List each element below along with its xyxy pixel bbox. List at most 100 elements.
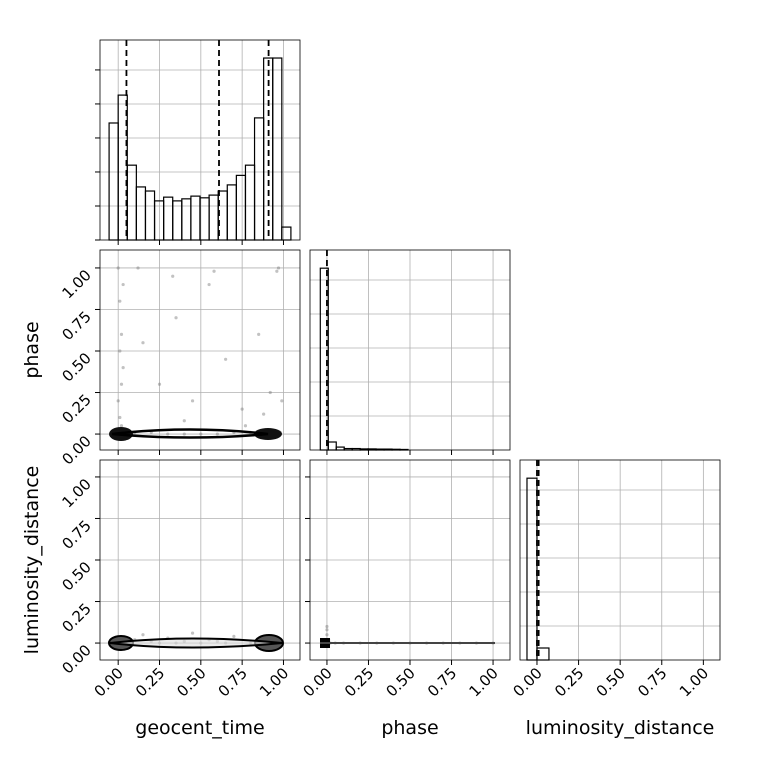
sample-point — [116, 399, 120, 403]
x-tick-label: 0.25 — [341, 664, 377, 700]
panel — [309, 249, 511, 455]
sample-point — [199, 432, 203, 436]
sample-point — [325, 633, 329, 637]
y-tick-label: 1.00 — [58, 475, 94, 511]
y-tick-label: 0.25 — [58, 391, 94, 427]
sample-point — [268, 390, 272, 395]
sample-point — [212, 269, 216, 273]
x-tick-label: 0.75 — [634, 664, 670, 700]
sample-point — [141, 341, 145, 345]
sample-point — [171, 274, 175, 278]
x-tick-label: 0.50 — [173, 664, 209, 700]
sample-point — [182, 432, 186, 436]
sample-point — [118, 299, 122, 303]
y-tick-label: 0.25 — [58, 600, 94, 636]
hist-bar — [327, 441, 337, 451]
y-axis-label: phase — [21, 321, 43, 378]
hist-bar — [163, 196, 174, 241]
panel — [95, 39, 301, 245]
hist-bar — [226, 184, 237, 241]
x-tick-label: 0.50 — [382, 664, 418, 700]
sample-point — [121, 282, 125, 287]
density-blobs — [108, 427, 495, 652]
hist-bar — [190, 195, 201, 241]
x-tick-label: 0.25 — [551, 664, 587, 700]
x-tick-label: 0.00 — [299, 664, 335, 700]
sample-point — [207, 282, 211, 287]
hist-bar — [526, 477, 538, 661]
x-axis-label: geocent_time — [135, 717, 264, 739]
hist-bar — [335, 446, 345, 451]
x-tick-label: 1.00 — [466, 664, 502, 700]
sample-point — [276, 266, 281, 270]
hist-bar — [272, 57, 283, 241]
sample-point — [119, 424, 124, 428]
sample-point — [325, 624, 329, 629]
hist-bar — [244, 164, 256, 241]
hist-bar — [135, 186, 147, 241]
panel-frame — [309, 459, 511, 661]
x-tick-label: 0.00 — [91, 664, 127, 700]
sample-point — [280, 399, 284, 403]
sample-point — [240, 407, 244, 411]
panel: 0.00 0.25 0.50 0.75 1.00 luminosity_distance — [509, 459, 721, 739]
contour — [109, 637, 283, 649]
sample-point — [190, 631, 195, 635]
panel-frame — [99, 39, 301, 241]
sample-point — [121, 366, 125, 370]
sample-point — [141, 633, 145, 637]
hist-bar — [235, 174, 247, 241]
sample-point — [190, 399, 195, 403]
sample-point — [118, 415, 122, 420]
x-tick-label: 1.00 — [256, 664, 292, 700]
sample-point — [119, 332, 124, 336]
sample-point — [232, 634, 236, 639]
sample-point — [325, 628, 329, 632]
hist-bar — [108, 122, 119, 241]
sample-point — [157, 382, 162, 386]
x-tick-label: 0.75 — [424, 664, 460, 700]
sample-point — [182, 419, 186, 423]
sample-point — [243, 424, 248, 428]
sample-point — [119, 382, 124, 386]
sample-point — [275, 269, 279, 273]
hist-bar — [208, 194, 219, 241]
sample-point — [116, 266, 120, 270]
y-tick-label: 0.00 — [58, 641, 94, 677]
hist-bar — [181, 198, 192, 241]
x-axis-label: luminosity_distance — [526, 717, 715, 739]
sample-point — [136, 266, 140, 270]
y-tick-label: 0.50 — [58, 558, 94, 594]
panel-frame — [309, 249, 511, 451]
hist-bar — [253, 117, 265, 241]
y-tick-label: 0.50 — [58, 349, 94, 385]
x-tick-label: 0.00 — [509, 664, 545, 700]
y-tick-label: 0.75 — [58, 308, 94, 344]
contour — [111, 428, 269, 439]
sample-point — [166, 432, 170, 436]
hist-bar — [144, 190, 156, 241]
sample-point — [118, 349, 122, 353]
x-axis-label: phase — [381, 717, 438, 739]
hist-bar — [153, 200, 165, 241]
x-tick-label: 0.75 — [215, 664, 251, 700]
sample-point — [174, 316, 178, 320]
hist-bar — [172, 200, 183, 241]
y-tick-label: 0.00 — [58, 432, 94, 468]
sample-point — [262, 412, 266, 416]
sample-point — [257, 332, 261, 336]
y-tick-label: 1.00 — [58, 266, 94, 302]
sample-point — [215, 432, 219, 436]
panel-frame — [519, 459, 721, 661]
panel-frame — [99, 249, 301, 451]
sample-point — [224, 357, 228, 361]
y-axis-label: luminosity_distance — [21, 466, 43, 655]
x-tick-label: 1.00 — [676, 664, 712, 700]
hist-bar — [199, 197, 210, 241]
x-tick-label: 0.25 — [132, 664, 168, 700]
x-tick-label: 0.50 — [593, 664, 629, 700]
panel-frame — [99, 459, 301, 661]
hist-bar — [117, 94, 128, 241]
